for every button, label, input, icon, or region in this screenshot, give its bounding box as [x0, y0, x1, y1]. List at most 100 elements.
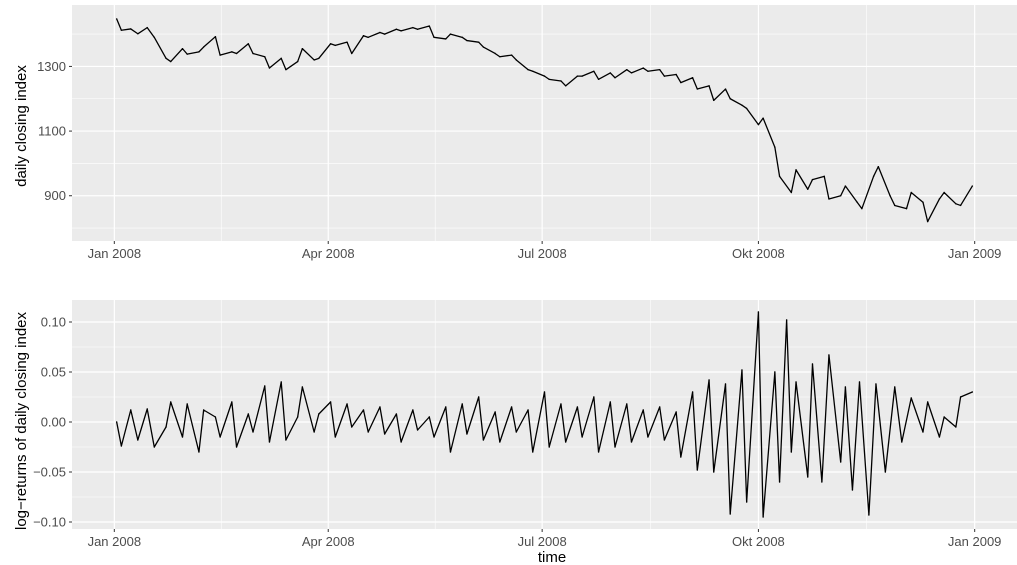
data-point — [301, 386, 304, 388]
data-point — [778, 175, 781, 178]
data-point — [858, 381, 861, 383]
data-point — [675, 73, 677, 76]
data-point — [844, 386, 847, 388]
data-point — [214, 35, 217, 38]
data-point — [510, 406, 513, 408]
data-point — [130, 409, 132, 411]
data-point — [691, 77, 694, 79]
data-point — [334, 436, 336, 438]
x-tick-label: Okt 2008 — [732, 246, 785, 261]
price-y-axis-title: daily closing index — [13, 65, 30, 187]
data-point — [658, 68, 661, 71]
data-point — [593, 396, 595, 398]
data-point — [235, 52, 238, 55]
data-point — [499, 56, 501, 58]
data-point — [449, 451, 452, 453]
data-point — [428, 25, 431, 27]
y-tick-label: −0.10 — [33, 515, 66, 530]
data-point — [713, 471, 715, 473]
x-tick-label: Jan 2008 — [88, 246, 142, 261]
data-point — [466, 39, 468, 42]
data-point — [383, 433, 386, 435]
data-point — [762, 516, 764, 518]
data-point — [367, 431, 369, 433]
data-point — [894, 386, 896, 388]
data-point — [130, 28, 132, 30]
data-point — [494, 411, 496, 413]
data-point — [647, 70, 649, 72]
data-point — [593, 70, 595, 72]
data-point — [811, 363, 814, 365]
data-point — [724, 383, 727, 385]
data-point — [680, 456, 682, 458]
data-point — [868, 514, 870, 516]
data-point — [576, 406, 579, 408]
data-point — [346, 403, 348, 405]
data-point — [790, 451, 793, 453]
data-point — [362, 35, 365, 37]
data-point — [543, 75, 546, 77]
data-point — [839, 461, 842, 463]
data-point — [922, 201, 924, 203]
data-point — [729, 513, 731, 515]
data-point — [543, 391, 546, 393]
data-point — [614, 446, 616, 448]
data-point — [564, 85, 567, 87]
data-point — [938, 198, 941, 200]
data-point — [642, 67, 644, 69]
data-point — [548, 78, 550, 81]
data-point — [609, 72, 612, 74]
data-point — [527, 68, 529, 71]
data-point — [115, 421, 118, 423]
data-point — [642, 409, 644, 411]
panel-background — [72, 5, 1017, 241]
data-point — [412, 26, 414, 29]
y-tick-label: 0.05 — [41, 365, 66, 380]
y-tick-label: 1300 — [37, 59, 66, 74]
data-point — [675, 411, 677, 413]
data-point — [515, 59, 517, 61]
data-point — [713, 99, 715, 102]
data-point — [807, 476, 809, 478]
y-tick-label: 900 — [44, 188, 66, 203]
data-point — [696, 469, 698, 471]
data-point — [856, 201, 858, 203]
data-point — [861, 207, 863, 210]
data-point — [318, 57, 320, 60]
data-point — [959, 204, 962, 207]
data-point — [362, 409, 365, 411]
data-point — [894, 204, 896, 207]
data-point — [901, 441, 903, 443]
data-point — [647, 436, 649, 438]
data-point — [922, 431, 924, 433]
x-tick-label: Okt 2008 — [732, 534, 785, 549]
y-tick-label: 0.00 — [41, 415, 66, 430]
data-point — [231, 401, 233, 403]
data-point — [910, 191, 912, 194]
data-point — [449, 33, 452, 35]
data-point — [828, 198, 830, 200]
data-point — [884, 471, 887, 473]
data-point — [367, 36, 369, 39]
data-point — [581, 75, 583, 77]
data-point — [120, 445, 123, 447]
data-point — [198, 51, 200, 53]
data-point — [889, 195, 891, 197]
data-point — [741, 369, 743, 371]
data-point — [510, 54, 513, 56]
x-axis-title: time — [538, 549, 566, 565]
data-point — [955, 426, 957, 428]
data-point — [482, 46, 485, 48]
data-point — [762, 117, 764, 119]
data-point — [219, 436, 221, 438]
data-point — [313, 431, 315, 433]
data-point — [807, 188, 809, 190]
data-point — [959, 396, 962, 398]
data-point — [351, 426, 353, 428]
data-point — [445, 38, 447, 40]
data-point — [247, 43, 250, 45]
data-point — [379, 31, 381, 34]
data-point — [186, 53, 188, 55]
data-point — [844, 185, 847, 187]
data-point — [416, 429, 419, 431]
